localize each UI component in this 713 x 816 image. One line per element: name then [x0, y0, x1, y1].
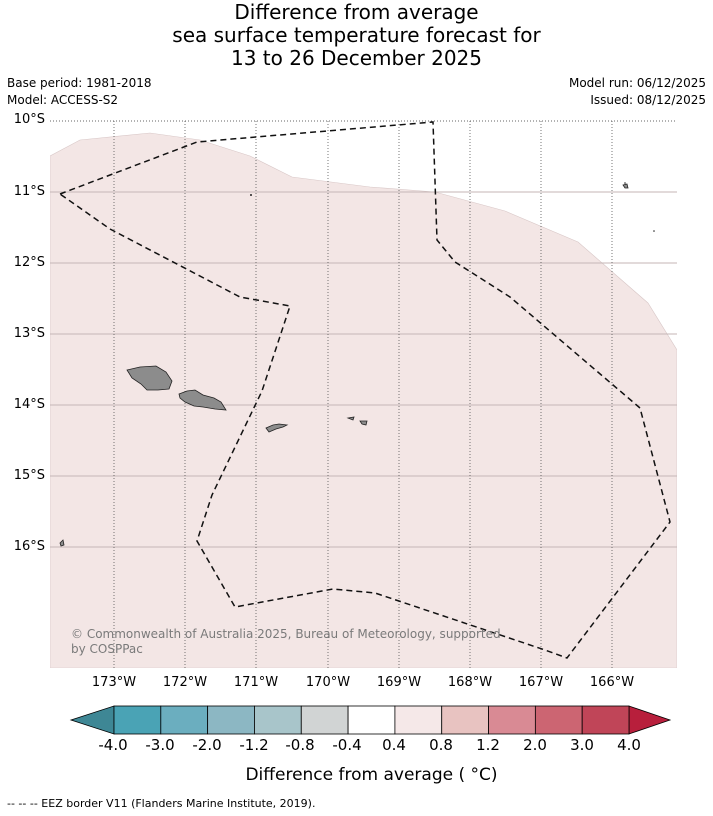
- eez-legend: -- -- -- EEZ border V11 (Flanders Marine…: [7, 797, 316, 810]
- colorbar-tick-label: 0.8: [429, 736, 453, 754]
- island-tutuila: [265, 423, 289, 433]
- island-upolu: [178, 389, 227, 411]
- lat-label-10s: 10°S: [13, 112, 45, 127]
- copyright-line-2: by COSPPac: [71, 642, 143, 656]
- colorbar-segments: [113, 705, 630, 735]
- colorbar-segment: [488, 705, 536, 735]
- lon-label-170w: 170°W: [305, 675, 351, 690]
- lon-label-167w: 167°W: [518, 675, 564, 690]
- colorbar-segment: [254, 705, 302, 735]
- colorbar-segment: [300, 705, 349, 735]
- lat-label-15s: 15°S: [13, 468, 45, 483]
- lon-label-166w: 166°W: [589, 675, 635, 690]
- colorbar-tick-label: -3.0: [145, 736, 175, 754]
- colorbar-segment: [347, 705, 396, 735]
- island-swains: [622, 183, 629, 189]
- ocean-anomaly-fill: [50, 132, 677, 668]
- map-area: [50, 120, 677, 668]
- colorbar-title: Difference from average ( °C): [245, 765, 498, 785]
- colorbar-tick-label: -2.0: [192, 736, 222, 754]
- eez-borders: [58, 121, 671, 659]
- lon-label-171w: 171°W: [233, 675, 279, 690]
- colorbar-segment: [581, 705, 630, 735]
- colorbar-tick-label: -0.8: [285, 736, 315, 754]
- eez-border-samoa: [58, 121, 671, 659]
- colorbar-tick-label: -1.2: [239, 736, 269, 754]
- copyright-line-1: © Commonwealth of Australia 2025, Bureau…: [71, 627, 501, 641]
- island-ofu: [346, 416, 355, 421]
- title-line-1: Difference from average: [234, 0, 479, 24]
- model-name: Model: ACCESS-S2: [7, 93, 119, 107]
- colorbar-segment: [534, 705, 583, 735]
- colorbar-segment: [441, 705, 489, 735]
- island-tau: [359, 420, 368, 426]
- colorbar-segment: [394, 705, 443, 735]
- model-run: Model run: 06/12/2025: [568, 76, 706, 90]
- map-dot: [250, 194, 252, 196]
- lon-label-172w: 172°W: [162, 675, 208, 690]
- island-savaii: [126, 365, 173, 391]
- colorbar-tick-label: 4.0: [617, 736, 641, 754]
- colorbar-right-arrow: [628, 705, 672, 735]
- colorbar: [69, 705, 672, 735]
- lat-label-11s: 11°S: [13, 184, 45, 199]
- colorbar-tick-label: 3.0: [570, 736, 594, 754]
- lat-label-13s: 13°S: [13, 326, 45, 341]
- lon-label-169w: 169°W: [376, 675, 422, 690]
- colorbar-tick-label: 2.0: [523, 736, 547, 754]
- map-dots: [250, 182, 655, 232]
- colorbar-tick-label: -0.4: [332, 736, 362, 754]
- lat-label-12s: 12°S: [13, 255, 45, 270]
- issued-date: Issued: 08/12/2025: [590, 93, 706, 107]
- colorbar-left-arrow: [69, 705, 115, 735]
- title-line-3: 13 to 26 December 2025: [230, 46, 482, 70]
- colorbar-tick-label: 0.4: [382, 736, 406, 754]
- colorbar-tick-label: 1.2: [476, 736, 500, 754]
- lat-gridlines: [50, 191, 677, 548]
- land-masses: [59, 183, 629, 547]
- title-line-2: sea surface temperature forecast for: [172, 23, 541, 47]
- lat-label-16s: 16°S: [13, 539, 45, 554]
- colorbar-tick-label: -4.0: [98, 736, 128, 754]
- base-period: Base period: 1981-2018: [7, 76, 152, 90]
- lon-label-168w: 168°W: [447, 675, 493, 690]
- lat-label-14s: 14°S: [13, 397, 45, 412]
- lon-label-173w: 173°W: [91, 675, 137, 690]
- map-dot: [624, 182, 626, 184]
- colorbar-segment: [113, 705, 162, 735]
- colorbar-segment: [207, 705, 255, 735]
- colorbar-segment: [160, 705, 209, 735]
- island-rose: [59, 539, 65, 547]
- copyright-notice: © Commonwealth of Australia 2025, Bureau…: [71, 627, 501, 657]
- map-dot: [653, 230, 655, 232]
